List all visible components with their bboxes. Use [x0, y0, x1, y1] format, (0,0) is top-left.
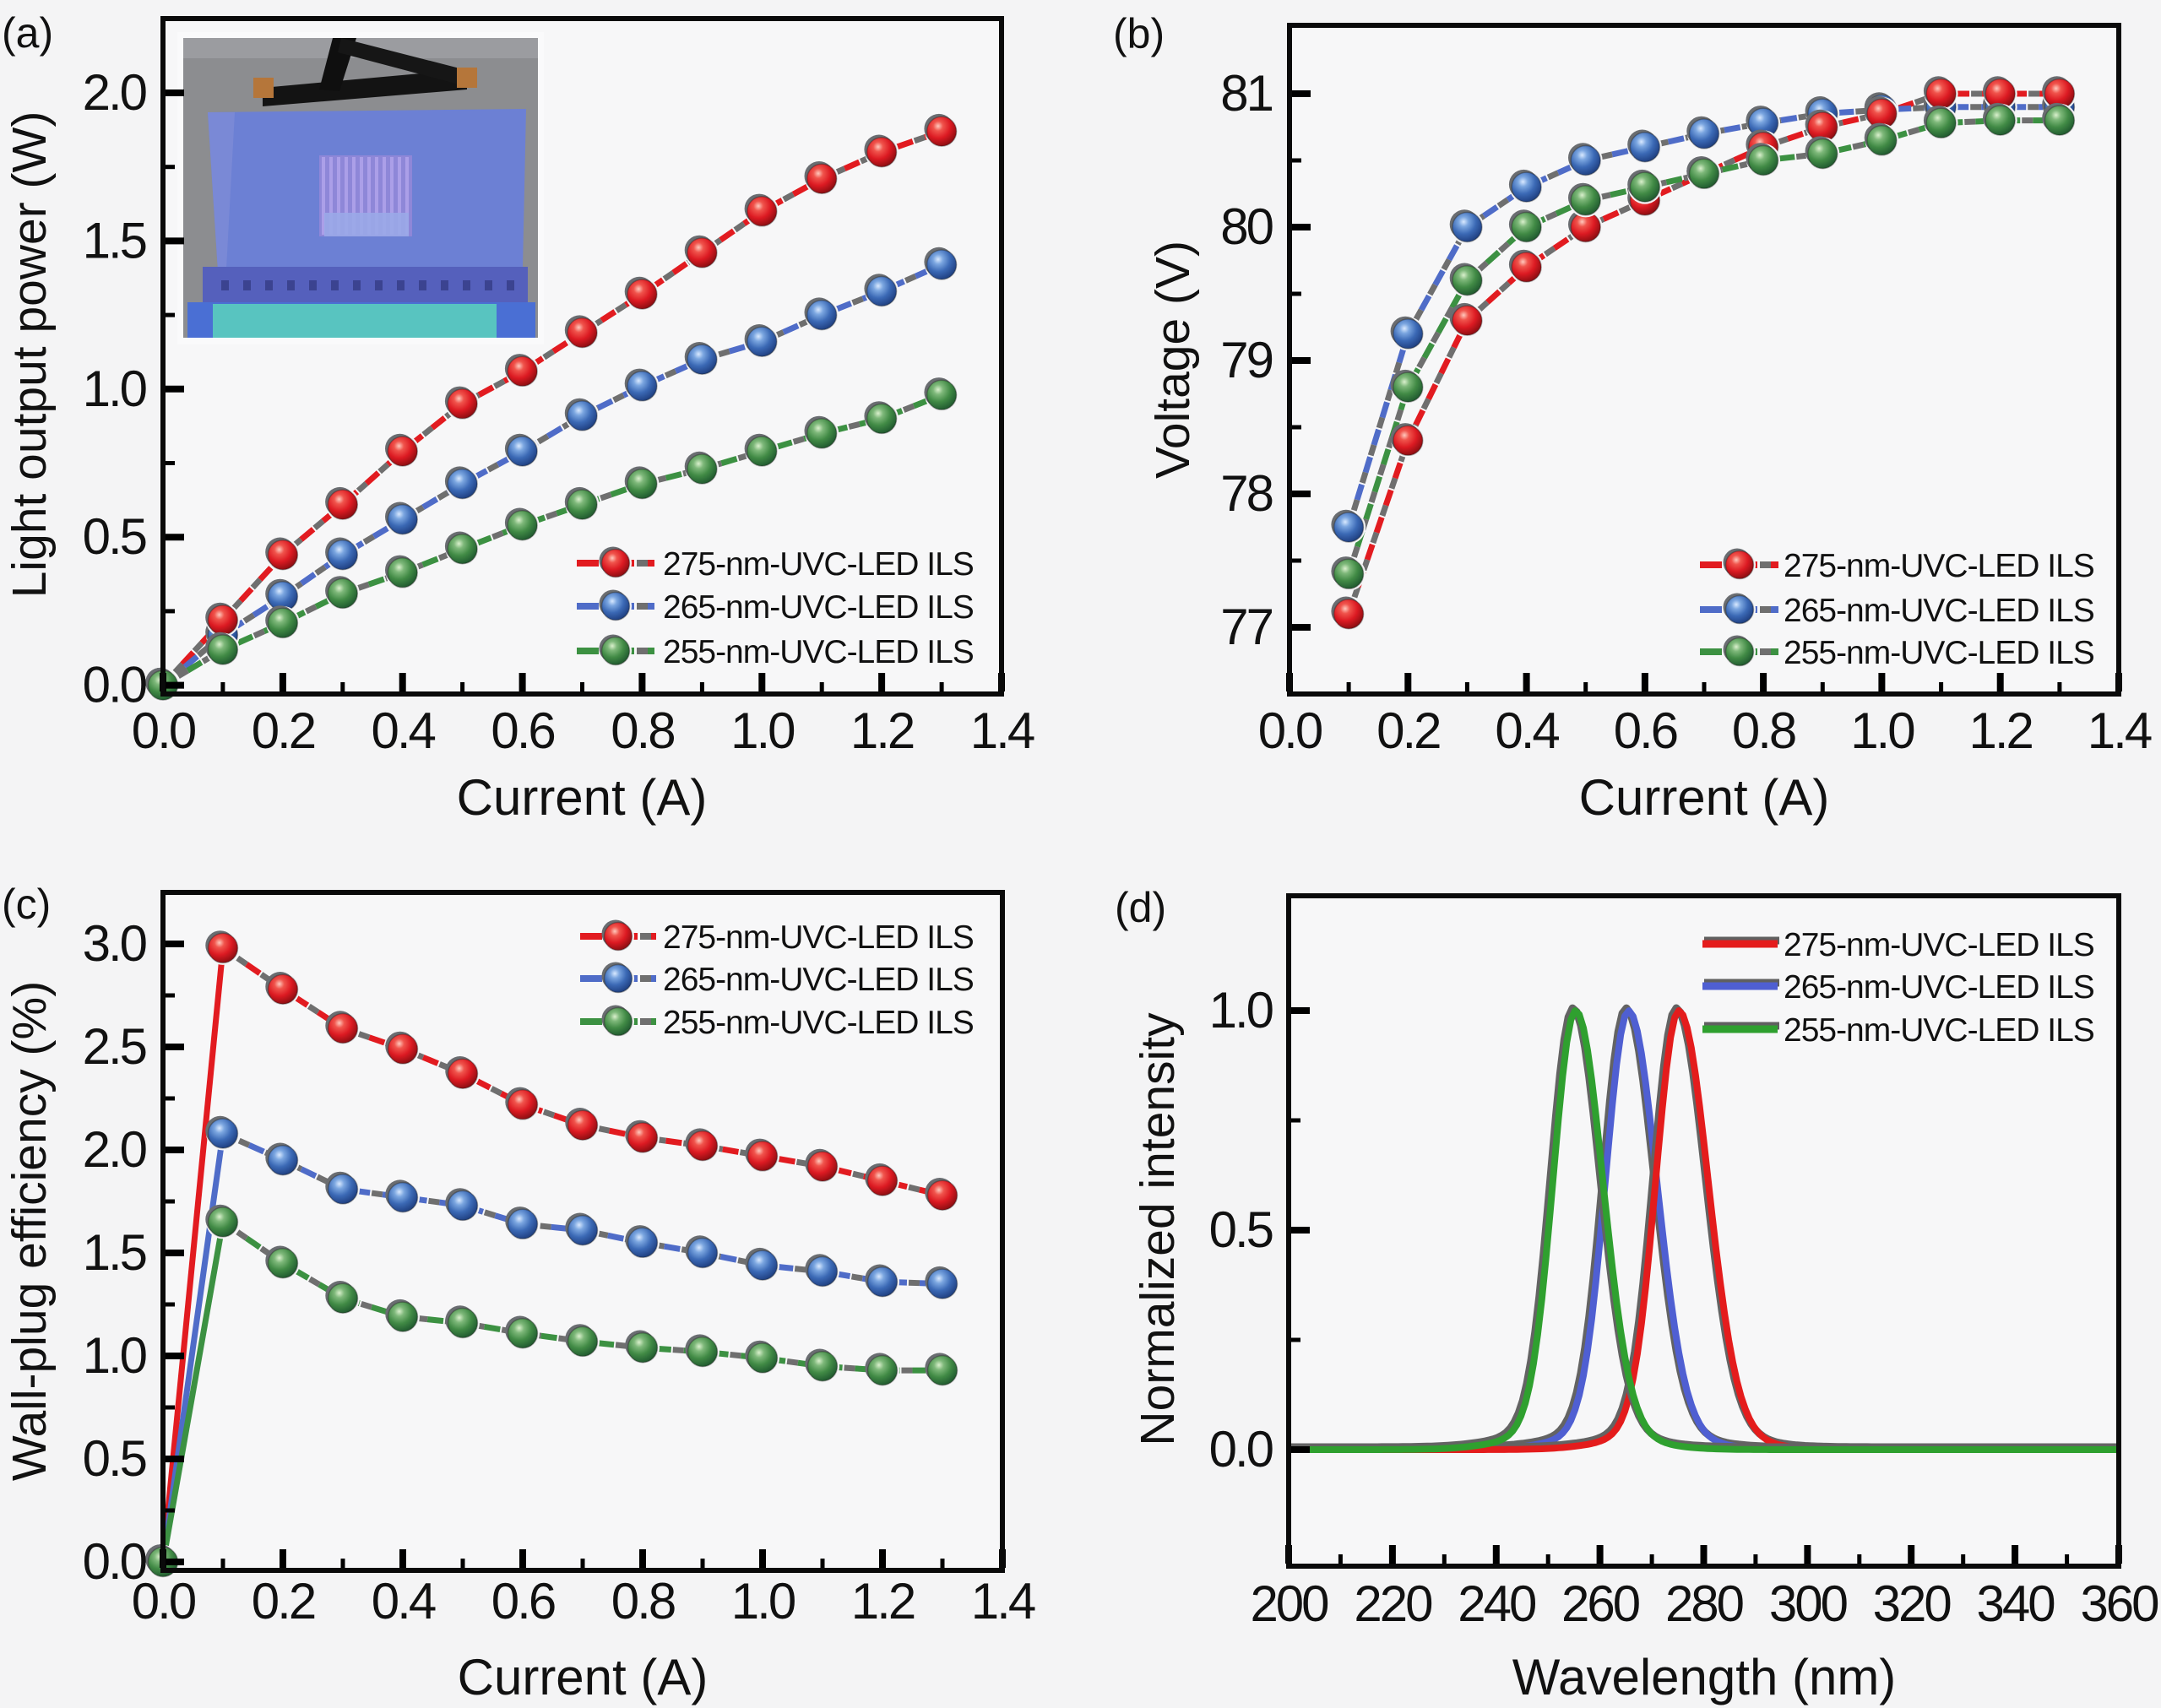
svg-text:0.0: 0.0	[1258, 702, 1322, 759]
svg-text:Current (A): Current (A)	[1579, 769, 1830, 826]
svg-text:Wavelength (nm): Wavelength (nm)	[1512, 1649, 1897, 1705]
svg-text:260: 260	[1561, 1575, 1640, 1632]
svg-text:1.0: 1.0	[730, 702, 795, 759]
svg-text:320: 320	[1873, 1575, 1952, 1632]
svg-text:0.0: 0.0	[132, 1573, 196, 1629]
svg-text:3.0: 3.0	[83, 915, 147, 972]
svg-text:2.5: 2.5	[83, 1018, 146, 1075]
svg-text:0.8: 0.8	[1732, 702, 1795, 759]
svg-text:1.4: 1.4	[2088, 702, 2152, 759]
svg-text:1.5: 1.5	[83, 1224, 146, 1281]
svg-text:(d): (d)	[1115, 884, 1166, 931]
svg-text:0.4: 0.4	[372, 1573, 436, 1629]
svg-text:77: 77	[1220, 599, 1272, 655]
svg-text:1.4: 1.4	[971, 1573, 1035, 1629]
svg-text:255-nm-UVC-LED ILS: 255-nm-UVC-LED ILS	[663, 634, 974, 670]
svg-text:0.8: 0.8	[611, 702, 674, 759]
svg-text:275-nm-UVC-LED ILS: 275-nm-UVC-LED ILS	[663, 546, 974, 583]
svg-text:0.5: 0.5	[1209, 1201, 1273, 1258]
svg-text:0.0: 0.0	[83, 657, 147, 713]
svg-text:1.0: 1.0	[83, 361, 147, 417]
svg-text:255-nm-UVC-LED ILS: 255-nm-UVC-LED ILS	[1784, 635, 2094, 671]
svg-text:0.8: 0.8	[611, 1573, 675, 1629]
svg-text:280: 280	[1665, 1575, 1744, 1632]
svg-text:80: 80	[1220, 198, 1273, 255]
svg-text:1.0: 1.0	[1850, 702, 1914, 759]
svg-text:(a): (a)	[2, 9, 53, 57]
svg-text:0.6: 0.6	[1614, 702, 1677, 759]
svg-text:265-nm-UVC-LED ILS: 265-nm-UVC-LED ILS	[663, 589, 974, 626]
svg-text:(b): (b)	[1113, 10, 1165, 57]
svg-text:360: 360	[2080, 1575, 2158, 1632]
svg-text:0.6: 0.6	[491, 1573, 555, 1629]
svg-text:340: 340	[1977, 1575, 2055, 1632]
svg-text:Current (A): Current (A)	[458, 1649, 709, 1705]
svg-text:2.0: 2.0	[83, 64, 147, 121]
svg-text:1.4: 1.4	[970, 702, 1034, 759]
svg-text:0.4: 0.4	[1495, 702, 1559, 759]
svg-text:0.6: 0.6	[491, 702, 554, 759]
svg-text:220: 220	[1354, 1575, 1432, 1632]
svg-text:275-nm-UVC-LED ILS: 275-nm-UVC-LED ILS	[1784, 927, 2094, 963]
svg-text:275-nm-UVC-LED ILS: 275-nm-UVC-LED ILS	[663, 919, 974, 956]
svg-text:2.0: 2.0	[83, 1121, 147, 1178]
svg-text:0.2: 0.2	[252, 702, 315, 759]
svg-text:Voltage (V): Voltage (V)	[1146, 241, 1200, 479]
svg-text:265-nm-UVC-LED ILS: 265-nm-UVC-LED ILS	[1784, 593, 2094, 629]
svg-text:0.4: 0.4	[371, 702, 435, 759]
svg-text:79: 79	[1220, 332, 1272, 388]
svg-text:Normalized intensity: Normalized intensity	[1131, 1012, 1185, 1446]
svg-text:255-nm-UVC-LED ILS: 255-nm-UVC-LED ILS	[663, 1005, 974, 1041]
svg-text:0.0: 0.0	[1209, 1421, 1273, 1478]
svg-text:0.0: 0.0	[132, 702, 196, 759]
svg-text:200: 200	[1250, 1575, 1328, 1632]
svg-text:0.5: 0.5	[83, 508, 146, 565]
svg-text:0.2: 0.2	[252, 1573, 315, 1629]
svg-text:81: 81	[1220, 65, 1272, 122]
svg-text:1.5: 1.5	[83, 212, 146, 268]
svg-text:0.5: 0.5	[83, 1430, 146, 1487]
svg-text:265-nm-UVC-LED ILS: 265-nm-UVC-LED ILS	[663, 962, 974, 998]
svg-text:275-nm-UVC-LED ILS: 275-nm-UVC-LED ILS	[1784, 548, 2094, 584]
svg-text:1.2: 1.2	[851, 1573, 915, 1629]
svg-text:1.0: 1.0	[1209, 982, 1273, 1038]
svg-text:1.2: 1.2	[1968, 702, 2032, 759]
svg-text:265-nm-UVC-LED ILS: 265-nm-UVC-LED ILS	[1784, 969, 2094, 1006]
svg-text:0.0: 0.0	[83, 1533, 147, 1590]
svg-text:0.2: 0.2	[1376, 702, 1440, 759]
svg-text:1.0: 1.0	[731, 1573, 795, 1629]
svg-text:300: 300	[1769, 1575, 1848, 1632]
svg-text:240: 240	[1458, 1575, 1536, 1632]
svg-text:Current (A): Current (A)	[457, 769, 708, 826]
svg-text:(c): (c)	[2, 881, 51, 928]
svg-text:1.2: 1.2	[850, 702, 914, 759]
svg-text:Wall-plug efficiency (%): Wall-plug efficiency (%)	[3, 981, 57, 1481]
svg-text:Light output power (W): Light output power (W)	[3, 111, 57, 599]
svg-text:255-nm-UVC-LED ILS: 255-nm-UVC-LED ILS	[1784, 1012, 2094, 1049]
svg-text:1.0: 1.0	[83, 1327, 147, 1384]
svg-text:78: 78	[1220, 465, 1272, 522]
